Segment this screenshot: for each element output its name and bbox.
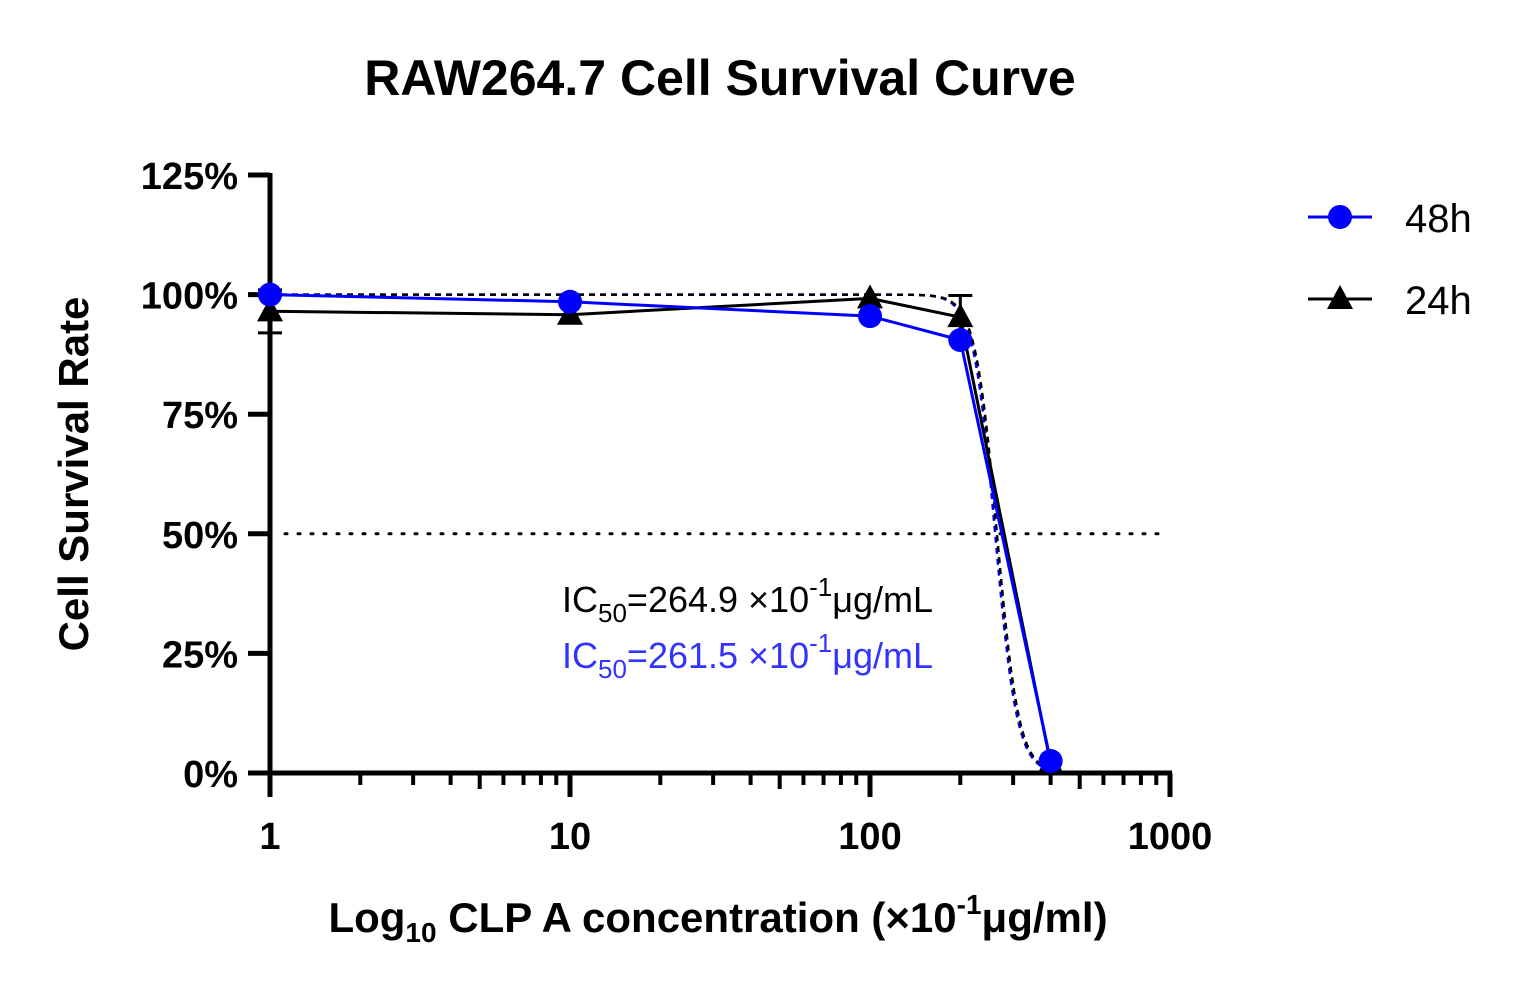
annotation-prefix: IC bbox=[562, 635, 598, 676]
data-point-48h bbox=[1038, 749, 1063, 774]
series-line-48h bbox=[269, 293, 1053, 762]
annotation-superscript: -1 bbox=[809, 572, 832, 602]
x-axis-title-subscript: 10 bbox=[405, 917, 436, 948]
data-point-48h bbox=[258, 282, 282, 307]
ic50-annotation: IC50=261.5 ×10-1μg/mL bbox=[562, 628, 933, 684]
y-axis-title: Cell Survival Rate bbox=[50, 297, 97, 652]
x-tick-label: 1000 bbox=[1128, 816, 1213, 858]
y-tick-label: 75% bbox=[162, 395, 238, 437]
legend-label-24h: 24h bbox=[1405, 279, 1472, 323]
y-tick-label: 125% bbox=[141, 156, 238, 198]
x-axis-title-prefix: Log bbox=[328, 894, 405, 941]
chart-title: RAW264.7 Cell Survival Curve bbox=[364, 50, 1075, 106]
legend: 48h 24h bbox=[1308, 197, 1472, 323]
series-line-24h bbox=[269, 296, 1053, 764]
data-point-48h bbox=[858, 304, 882, 329]
data-point-48h bbox=[558, 289, 582, 314]
plot-area: 0% 25% 50% 75% 100% 125% 1 10 100 1000 bbox=[141, 156, 1212, 858]
x-axis-title: Log10 CLP A concentration (×10-1μg/ml) bbox=[328, 889, 1107, 948]
y-tick-label: 0% bbox=[183, 754, 238, 796]
x-tick-label: 10 bbox=[549, 816, 591, 858]
annotation-subscript: 50 bbox=[598, 654, 627, 684]
annotation-main: =261.5 ×10 bbox=[627, 635, 809, 676]
data-point-24h bbox=[947, 303, 974, 328]
y-tick-label: 25% bbox=[162, 634, 238, 676]
annotation-main: =264.9 ×10 bbox=[627, 579, 809, 620]
data-point-48h bbox=[948, 328, 973, 353]
x-tick-label: 100 bbox=[838, 816, 901, 858]
data-point-24h bbox=[257, 297, 283, 322]
legend-label-48h: 48h bbox=[1405, 197, 1472, 241]
y-tick-label: 100% bbox=[141, 276, 238, 318]
ic50-annotation: IC50=264.9 ×10-1μg/mL bbox=[562, 572, 933, 628]
annotation-subscript: 50 bbox=[598, 598, 627, 628]
legend-marker-24h bbox=[1327, 285, 1353, 309]
annotation-superscript: -1 bbox=[809, 628, 832, 658]
y-tick-label: 50% bbox=[162, 515, 238, 557]
x-tick-label: 1 bbox=[259, 816, 280, 858]
x-axis-title-main: CLP A concentration (×10 bbox=[437, 894, 957, 941]
legend-marker-48h bbox=[1328, 205, 1352, 229]
x-axis-title-suffix: μg/ml) bbox=[982, 894, 1108, 941]
data-point-24h bbox=[857, 284, 883, 309]
x-axis-title-superscript: -1 bbox=[957, 889, 982, 920]
annotation-prefix: IC bbox=[562, 579, 598, 620]
annotation-suffix: μg/mL bbox=[832, 635, 933, 676]
annotation-suffix: μg/mL bbox=[832, 579, 933, 620]
